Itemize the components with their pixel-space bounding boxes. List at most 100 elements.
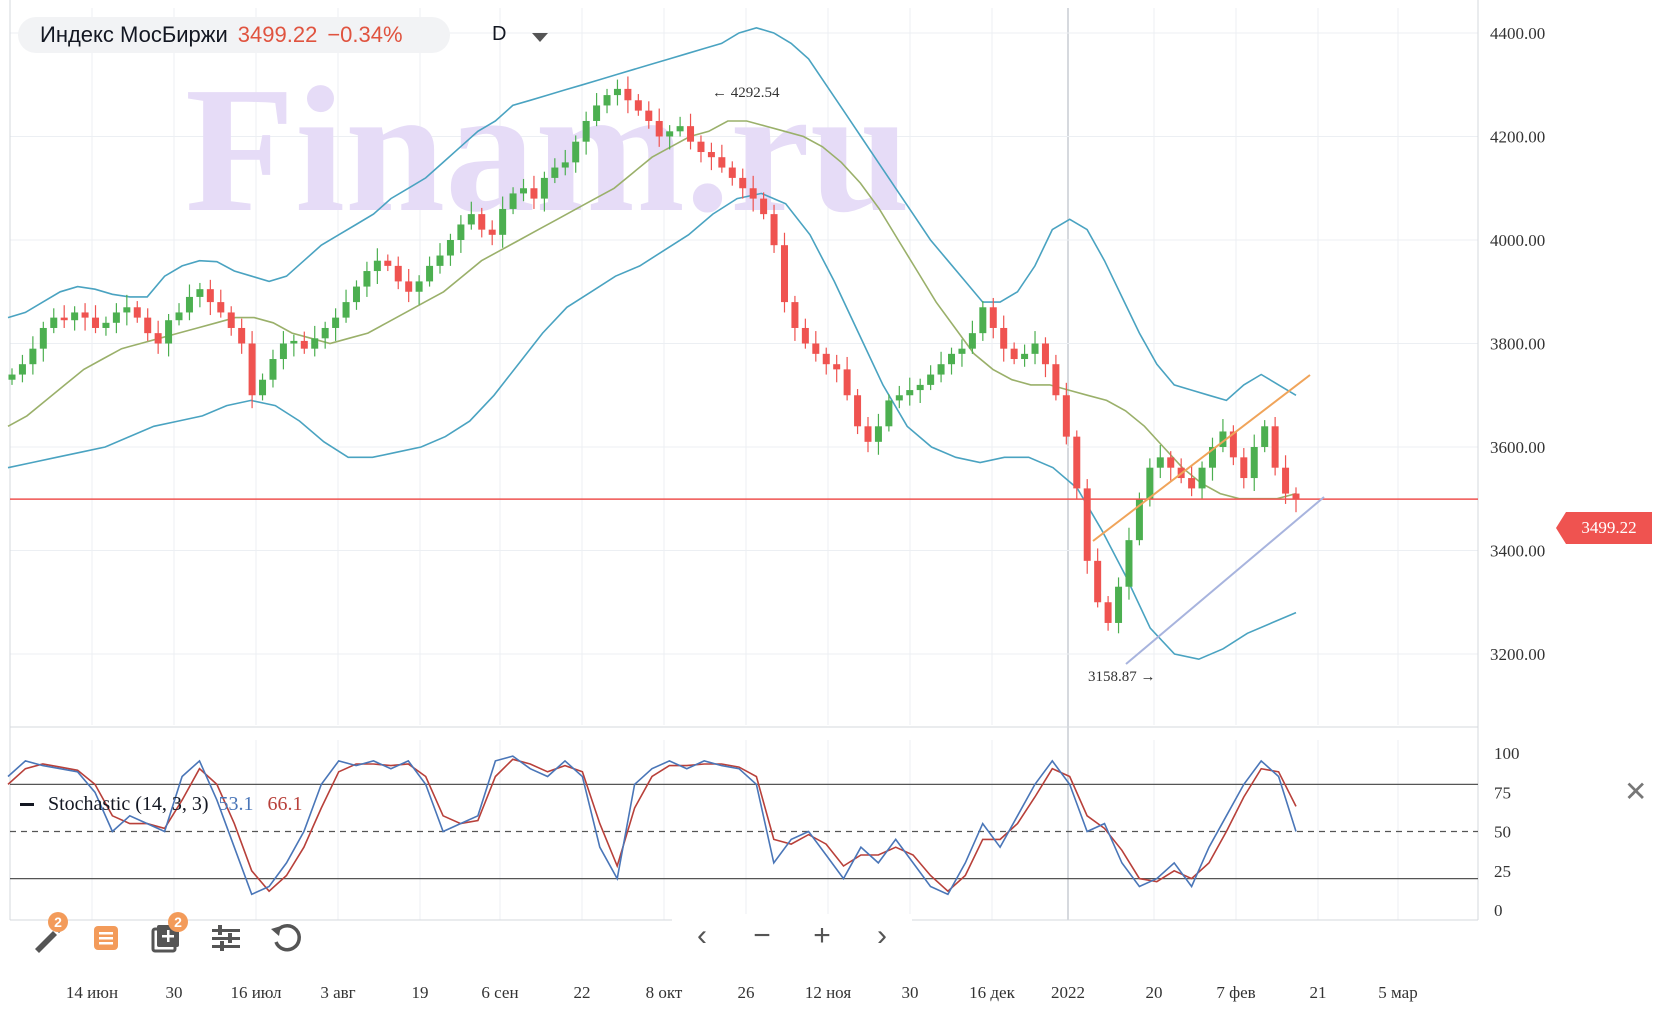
candle-body (593, 105, 601, 121)
object-list-button[interactable] (86, 918, 126, 958)
collapse-icon[interactable] (20, 803, 34, 806)
candle-body (488, 229, 496, 235)
candle-body (1208, 447, 1216, 468)
indicator-legend[interactable]: Stochastic (14, 3, 3) 53.1 66.1 (20, 793, 303, 816)
time-axis: 14 июн 30 16 июл 3 авг 19 6 сен 22 8 окт 26 12 но… (66, 983, 1418, 1002)
interval-selector[interactable]: D (492, 23, 507, 45)
candle-body (1282, 467, 1290, 494)
candle-body (467, 214, 475, 225)
candle-body (1146, 467, 1154, 499)
candle-body (39, 327, 47, 349)
candle-body (655, 120, 663, 137)
candle-body (60, 317, 68, 321)
candle-body (822, 353, 830, 365)
stochastic-pane: 100 75 50 25 0 (7, 744, 1520, 920)
ticker-name: Индекс МосБиржи (40, 22, 228, 47)
price-change: −0.34% (327, 22, 403, 47)
candle-body (874, 426, 882, 442)
settings-button[interactable] (206, 918, 246, 958)
candle-body (133, 307, 141, 318)
candle-body (958, 348, 966, 354)
candle-body (81, 312, 89, 318)
stoch-tick-label: 25 (1494, 862, 1511, 881)
stoch-tick-label: 50 (1494, 823, 1511, 842)
reset-icon (271, 923, 301, 952)
candle-body (238, 327, 246, 344)
candle-body (384, 260, 392, 266)
candle-body (895, 395, 903, 401)
candle-body (812, 343, 820, 354)
x-tick-label: 6 сен (481, 983, 518, 1002)
zoom-in-button[interactable]: + (813, 919, 831, 952)
candle-body (624, 88, 632, 101)
x-tick-label: 30 (902, 983, 919, 1002)
candle-body (144, 317, 152, 334)
x-tick-label: 30 (166, 983, 183, 1002)
candle-body (864, 426, 872, 442)
y-tick-label: 4200.00 (1490, 128, 1545, 147)
y-tick-label: 3400.00 (1490, 542, 1545, 561)
candle-body (457, 224, 465, 240)
price-axis: 4400.00 4200.00 4000.00 3800.00 3600.00 3400.… (1490, 24, 1545, 664)
x-tick-label: 12 ноя (805, 983, 852, 1002)
bollinger-bands (7, 26, 1297, 661)
candle-body (290, 340, 298, 344)
candle-body (833, 364, 841, 370)
candle-body (373, 260, 381, 272)
candle-body (123, 307, 131, 313)
candle-body (603, 95, 611, 106)
list-icon (94, 926, 118, 950)
y-tick-label: 3800.00 (1490, 335, 1545, 354)
draw-tool-button[interactable]: 2 (26, 912, 68, 958)
candle-body (217, 302, 225, 313)
symbol-header[interactable]: Индекс МосБиржи 3499.22 −0.34% (18, 17, 450, 53)
candle-body (426, 265, 434, 282)
last-price: 3499.22 (237, 22, 318, 47)
candle-body (1031, 343, 1039, 354)
zoom-out-button[interactable]: − (753, 919, 771, 952)
candle-body (916, 384, 924, 391)
candle-body (718, 157, 726, 168)
candle-body (300, 340, 308, 349)
candle-body (520, 188, 528, 194)
candle-body (968, 333, 976, 349)
x-tick-label: 21 (1310, 983, 1327, 1002)
scroll-left-button[interactable]: ‹ (697, 919, 707, 952)
candle-body (927, 374, 935, 385)
candle-body (540, 177, 548, 199)
stoch-d-value: 66.1 (267, 793, 303, 815)
stoch-k-line (7, 755, 1297, 896)
x-tick-label: 19 (412, 983, 429, 1002)
y-tick-label: 4400.00 (1490, 24, 1545, 43)
candle-body (311, 338, 319, 349)
resistance-trend-line (1092, 374, 1311, 542)
candle-body (1073, 436, 1081, 489)
candle-body (979, 307, 987, 334)
chevron-down-icon[interactable] (532, 33, 548, 42)
drawing-toolbar: 2 2 (26, 912, 306, 958)
candle-body (613, 88, 621, 96)
candle-body (843, 369, 851, 396)
add-indicator-button[interactable]: 2 (146, 912, 188, 958)
candle-body (332, 317, 340, 328)
candle-body (572, 141, 580, 163)
candle-body (760, 198, 768, 215)
candle-body (165, 320, 173, 344)
candle-body (770, 214, 778, 246)
candle-body (1083, 488, 1091, 561)
candle-body (50, 317, 58, 328)
candle-body (854, 395, 862, 427)
x-tick-label: 14 июн (66, 983, 118, 1002)
candle-body (1000, 327, 1008, 349)
candle-body (1188, 478, 1196, 489)
reset-button[interactable] (266, 918, 306, 958)
candle-body (1167, 457, 1175, 468)
candle-body (1271, 426, 1279, 468)
candle-body (342, 302, 350, 318)
close-icon[interactable]: ✕ (1624, 776, 1648, 807)
candle-body (687, 126, 695, 142)
scroll-right-button[interactable]: › (877, 919, 887, 952)
candle-body (92, 317, 100, 328)
settings-sliders-icon (212, 925, 240, 951)
